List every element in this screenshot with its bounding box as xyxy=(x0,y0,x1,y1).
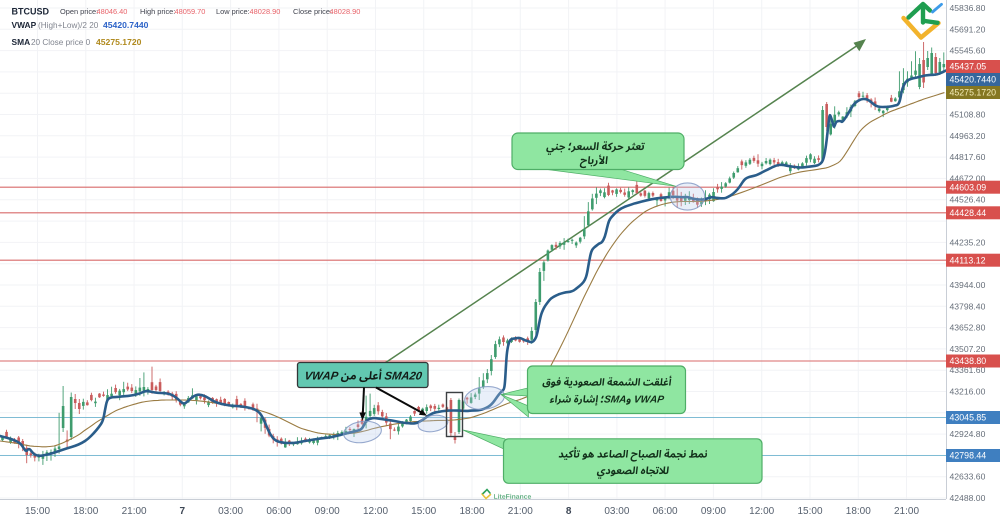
svg-text:BTCUSD: BTCUSD xyxy=(12,7,50,17)
svg-text:43361.60: 43361.60 xyxy=(950,365,986,375)
svg-text:20 Close price 0: 20 Close price 0 xyxy=(31,38,91,47)
svg-text:44235.20: 44235.20 xyxy=(950,237,986,247)
svg-text:45545.60: 45545.60 xyxy=(950,46,986,56)
svg-text:44113.12: 44113.12 xyxy=(950,255,986,265)
svg-text:Close price:: Close price: xyxy=(293,7,332,16)
svg-text:03:00: 03:00 xyxy=(604,506,629,517)
svg-text:48059.70: 48059.70 xyxy=(175,7,206,16)
svg-text:21:00: 21:00 xyxy=(894,506,919,517)
svg-text:42633.60: 42633.60 xyxy=(950,472,986,482)
svg-text:44603.09: 44603.09 xyxy=(950,182,987,192)
svg-text:48046.40: 48046.40 xyxy=(97,7,128,16)
svg-text:06:00: 06:00 xyxy=(653,506,678,517)
svg-text:43798.40: 43798.40 xyxy=(950,301,986,311)
svg-text:45108.80: 45108.80 xyxy=(950,110,986,120)
svg-text:44672.00: 44672.00 xyxy=(950,173,986,183)
svg-text:SMA: SMA xyxy=(12,37,31,47)
svg-text:15:00: 15:00 xyxy=(25,506,50,517)
svg-text:09:00: 09:00 xyxy=(701,506,726,517)
svg-text:18:00: 18:00 xyxy=(459,506,484,517)
svg-text:43045.85: 43045.85 xyxy=(950,413,987,423)
svg-text:High price:: High price: xyxy=(140,7,175,16)
svg-text:44963.20: 44963.20 xyxy=(950,131,986,141)
svg-text:03:00: 03:00 xyxy=(218,506,243,517)
svg-text:43438.80: 43438.80 xyxy=(950,356,987,366)
svg-text:43507.20: 43507.20 xyxy=(950,344,986,354)
svg-text:44817.60: 44817.60 xyxy=(950,152,986,162)
svg-text:42798.44: 42798.44 xyxy=(950,451,987,461)
svg-text:48028.90: 48028.90 xyxy=(330,7,361,16)
svg-text:45437.05: 45437.05 xyxy=(950,62,987,72)
svg-text:45836.80: 45836.80 xyxy=(950,3,986,13)
svg-text:45420.7440: 45420.7440 xyxy=(950,75,997,85)
svg-text:48028.90: 48028.90 xyxy=(250,7,281,16)
svg-text:42924.80: 42924.80 xyxy=(950,429,986,439)
svg-text:09:00: 09:00 xyxy=(315,506,340,517)
svg-text:18:00: 18:00 xyxy=(73,506,98,517)
svg-text:43944.00: 43944.00 xyxy=(950,280,986,290)
svg-text:44526.40: 44526.40 xyxy=(950,195,986,205)
svg-text:06:00: 06:00 xyxy=(266,506,291,517)
svg-text:Open price:: Open price: xyxy=(60,7,98,16)
svg-text:21:00: 21:00 xyxy=(122,506,147,517)
svg-text:7: 7 xyxy=(180,506,186,517)
svg-text:44428.44: 44428.44 xyxy=(950,208,987,218)
svg-text:(High+Low)/2 20: (High+Low)/2 20 xyxy=(38,21,99,30)
svg-text:43216.00: 43216.00 xyxy=(950,387,986,397)
svg-text:VWAP: VWAP xyxy=(12,20,37,30)
svg-text:12:00: 12:00 xyxy=(363,506,388,517)
svg-text:43652.80: 43652.80 xyxy=(950,323,986,333)
svg-text:8: 8 xyxy=(566,506,572,517)
svg-text:45691.20: 45691.20 xyxy=(950,24,986,34)
svg-text:12:00: 12:00 xyxy=(749,506,774,517)
svg-text:18:00: 18:00 xyxy=(846,506,871,517)
svg-text:45275.1720: 45275.1720 xyxy=(950,88,997,98)
svg-text:42488.00: 42488.00 xyxy=(950,493,986,503)
svg-text:45275.1720: 45275.1720 xyxy=(96,37,142,47)
svg-text:21:00: 21:00 xyxy=(508,506,533,517)
svg-text:15:00: 15:00 xyxy=(797,506,822,517)
svg-text:Low price:: Low price: xyxy=(216,7,250,16)
svg-text:45420.7440: 45420.7440 xyxy=(103,20,149,30)
svg-text:15:00: 15:00 xyxy=(411,506,436,517)
